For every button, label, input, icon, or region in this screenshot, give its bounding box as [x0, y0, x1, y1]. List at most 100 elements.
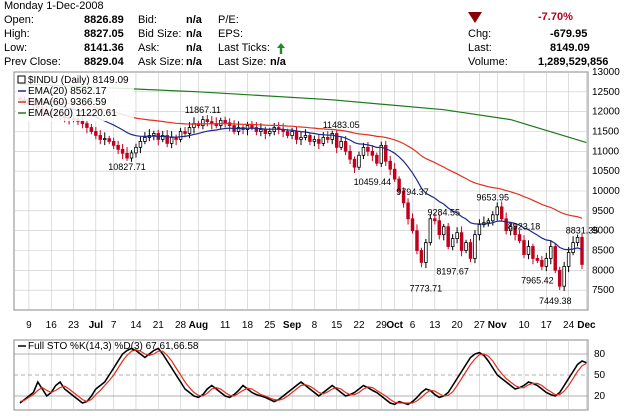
candle-body [134, 146, 138, 154]
low-label: Low: [4, 42, 28, 54]
candle-body [437, 220, 441, 236]
candle-body [517, 234, 522, 241]
candle-body [468, 242, 473, 259]
candle-body [103, 138, 107, 141]
high-label: High: [4, 28, 30, 40]
candle-body [339, 141, 343, 148]
stochastic-y-tick-label: 80 [594, 349, 606, 360]
ema-line [19, 99, 583, 251]
candle-body [370, 150, 375, 156]
candle-body [522, 240, 526, 255]
price-annotation: 8197.67 [436, 266, 469, 276]
candle-body [98, 135, 103, 140]
volume-label: Volume: [468, 56, 508, 68]
stochastic-line [19, 349, 587, 404]
candle-body [138, 141, 143, 148]
price-annotation: 9284.55 [427, 207, 460, 217]
x-axis-date-label: Sep [283, 320, 301, 331]
x-axis-date-label: 16 [46, 320, 58, 331]
candle-body [129, 152, 134, 159]
ask-label: Ask: [138, 42, 160, 54]
x-axis-date-label: 11 [220, 320, 231, 331]
candle-body [540, 260, 544, 267]
candle-body [263, 129, 268, 134]
x-axis-date-label: 8 [312, 320, 318, 331]
candle-body [80, 120, 85, 124]
candle-body [379, 144, 384, 164]
quote-header: Monday 1-Dec-2008 Open: 8826.89 High: 88… [0, 0, 644, 70]
candle-body [116, 144, 120, 150]
up-arrow-icon [277, 43, 285, 54]
down-triangle-icon [468, 12, 482, 23]
candle-body [312, 139, 317, 142]
chg-label: Chg: [468, 28, 492, 40]
last-value: 8149.09 [550, 42, 590, 54]
last-label: Last: [468, 42, 492, 54]
x-axis-date-label: 23 [68, 320, 80, 331]
candle-body [580, 237, 584, 265]
percent-change: -7.70% [538, 11, 573, 23]
ema-legend-label: EMA(260) 11220.61 [28, 108, 117, 119]
candle-body [259, 129, 263, 132]
stochastic-legend-label: Full STO %K(14,3) %D(3) 67.61, [28, 341, 173, 352]
bid-label: Bid: [138, 14, 157, 26]
candle-body [366, 146, 370, 152]
ask-value: n/a [186, 42, 202, 54]
candle-body [218, 119, 223, 126]
candle-body [562, 265, 566, 287]
x-axis-date-label: 14 [130, 320, 142, 331]
candle-body [94, 131, 98, 136]
price-y-tick-label: 12500 [592, 87, 620, 98]
candle-body [317, 139, 321, 144]
candle-body [549, 246, 553, 259]
candle-body [401, 190, 406, 204]
candle-body [410, 218, 415, 232]
candle-body [361, 146, 366, 156]
price-annotation: 8831.35 [566, 225, 599, 235]
candle-body [89, 127, 94, 132]
candle-body [459, 232, 464, 251]
price-y-tick-label: 13000 [592, 67, 620, 78]
candle-body [531, 246, 535, 259]
candle-body [254, 127, 259, 132]
price-y-tick-label: 8000 [592, 265, 615, 276]
candle-body [152, 133, 156, 136]
price-legend-box [16, 73, 134, 121]
candle-body [321, 137, 326, 144]
x-axis-date-label: 15 [331, 320, 343, 331]
eps-label: EPS: [218, 28, 244, 40]
price-annotation: 7449.38 [539, 296, 572, 306]
x-axis-date-label: 9 [26, 320, 32, 331]
candle-body [397, 178, 401, 192]
price-annotation: 10827.71 [108, 162, 146, 172]
candle-body [446, 226, 450, 247]
candle-body [473, 234, 477, 259]
price-y-tick-label: 9500 [592, 206, 615, 217]
ema-line [19, 83, 587, 144]
candle-body [464, 242, 468, 251]
ema-legend-label: EMA(20) 8562.17 [28, 86, 107, 97]
candle-body [450, 238, 455, 247]
candle-body [326, 137, 330, 140]
high-value: 8827.05 [84, 28, 124, 40]
candle-body [290, 131, 294, 136]
stochastic-y-tick-label: 20 [594, 391, 606, 402]
x-axis-date-label: 7 [111, 320, 117, 331]
candle-body [553, 246, 557, 271]
candle-body [285, 131, 290, 136]
price-y-tick-label: 10000 [592, 186, 620, 197]
x-axis-date-label: 29 [376, 320, 388, 331]
x-axis-date-label: 25 [264, 320, 276, 331]
price-annotation: 9794.37 [396, 187, 429, 197]
candle-body [201, 119, 205, 126]
quote-date: Monday 1-Dec-2008 [4, 0, 104, 12]
x-axis-date-label: 27 [474, 320, 486, 331]
candle-body [513, 226, 517, 236]
price-annotation: 7773.71 [410, 283, 443, 293]
x-axis-date-label: Dec [577, 320, 596, 331]
prev-close-label: Prev Close: [4, 56, 61, 68]
x-axis-date-label: 21 [153, 320, 165, 331]
price-y-tick-label: 11500 [592, 127, 620, 138]
price-annotation: 8923.18 [508, 222, 541, 232]
candle-body [415, 230, 419, 251]
